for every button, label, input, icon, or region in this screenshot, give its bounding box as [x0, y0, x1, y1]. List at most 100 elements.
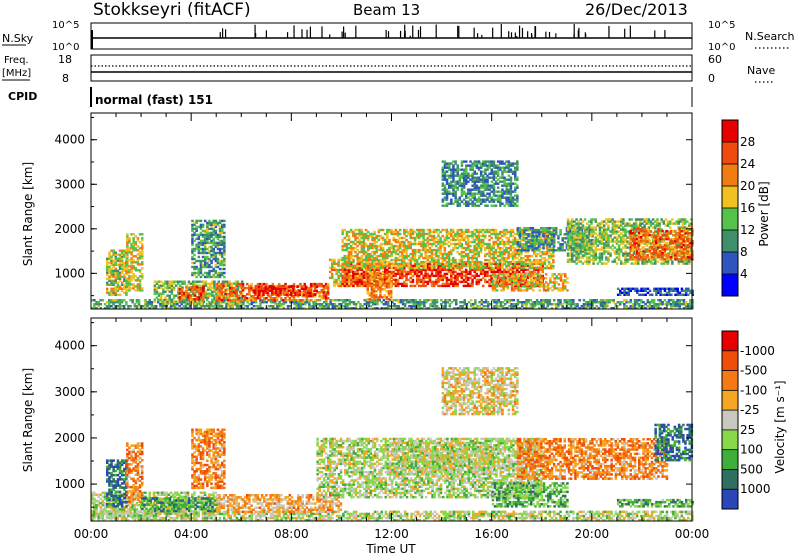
- heatmap-cell: [388, 270, 391, 274]
- heatmap-cell: [161, 305, 164, 308]
- heatmap-cell: [208, 251, 211, 255]
- heatmap-cell: [196, 280, 199, 283]
- heatmap-cell: [362, 280, 366, 284]
- heatmap-cell: [112, 271, 115, 274]
- heatmap-cell: [509, 272, 513, 276]
- heatmap-cell: [327, 305, 330, 308]
- heatmap-cell: [191, 290, 194, 293]
- heatmap-cell: [537, 268, 540, 272]
- heatmap-cell: [198, 300, 201, 303]
- heatmap-cell: [233, 291, 236, 294]
- heatmap-cell: [474, 301, 477, 304]
- heatmap-cell: [382, 307, 386, 310]
- heatmap-cell: [401, 262, 404, 266]
- heatmap-cell: [356, 266, 359, 270]
- heatmap-cell: [441, 282, 444, 286]
- heatmap-cell: [454, 160, 457, 163]
- heatmap-cell: [220, 289, 223, 292]
- heatmap-cell: [279, 289, 282, 292]
- heatmap-cell: [426, 262, 430, 266]
- heatmap-cell: [379, 252, 383, 256]
- heatmap-cell: [475, 278, 478, 282]
- heatmap-cell: [652, 305, 656, 308]
- heatmap-cell: [541, 268, 544, 272]
- heatmap-cell: [106, 283, 109, 286]
- heatmap-cell: [242, 301, 245, 304]
- heatmap-cell: [367, 246, 370, 250]
- heatmap-cell: [375, 254, 378, 258]
- heatmap-cell: [384, 278, 387, 282]
- heatmap-cell: [526, 274, 530, 278]
- heatmap-cell: [128, 287, 131, 290]
- heatmap-cell: [220, 286, 223, 290]
- heatmap-cell: [513, 266, 517, 270]
- heatmap-cell: [103, 303, 107, 306]
- heatmap-cell: [589, 303, 592, 306]
- heatmap-cell: [339, 268, 342, 272]
- heatmap-cell: [189, 288, 192, 291]
- heatmap-cell: [629, 299, 632, 302]
- heatmap-cell: [508, 305, 511, 308]
- heatmap-cell: [138, 253, 142, 256]
- heatmap-cell: [513, 246, 517, 250]
- heatmap-cell: [475, 198, 479, 201]
- heatmap-cell: [403, 284, 406, 288]
- heatmap-cell: [452, 307, 456, 310]
- heatmap-cell: [403, 299, 407, 302]
- heatmap-cell: [401, 244, 404, 248]
- heatmap-cell: [218, 233, 222, 237]
- heatmap-cell: [365, 282, 368, 286]
- heatmap-cell: [221, 263, 224, 267]
- heatmap-cell: [122, 307, 126, 310]
- heatmap-cell: [550, 303, 554, 306]
- heatmap-cell: [206, 221, 209, 225]
- heatmap-cell: [233, 299, 236, 302]
- heatmap-cell: [452, 160, 455, 163]
- heatmap-cell: [118, 287, 122, 290]
- heatmap-cell: [206, 235, 209, 239]
- heatmap-cell: [114, 259, 117, 262]
- heatmap-cell: [243, 286, 247, 290]
- heatmap-cell: [437, 270, 440, 274]
- heatmap-cell: [120, 289, 124, 292]
- heatmap-cell: [170, 290, 174, 293]
- heatmap-cell: [473, 270, 476, 274]
- heatmap-cell: [506, 299, 509, 302]
- heatmap-cell: [241, 284, 245, 288]
- heatmap-cell: [369, 301, 373, 304]
- heatmap-cell: [309, 291, 312, 294]
- heatmap-cell: [221, 273, 224, 277]
- heatmap-cell: [295, 305, 298, 308]
- heatmap-cell: [263, 297, 266, 300]
- heatmap-cell: [576, 305, 579, 308]
- heatmap-cell: [384, 252, 387, 256]
- heatmap-cell: [437, 268, 440, 272]
- heatmap-cell: [437, 272, 440, 276]
- heatmap-cell: [561, 307, 564, 310]
- heatmap-cell: [408, 301, 411, 304]
- heatmap-cell: [197, 271, 201, 275]
- heatmap-cell: [358, 234, 361, 238]
- heatmap-cell: [546, 303, 549, 306]
- heatmap-cell: [250, 284, 253, 288]
- heatmap-cell: [344, 305, 347, 308]
- heatmap-cell: [475, 280, 478, 284]
- heatmap-cell: [398, 246, 402, 250]
- heatmap-cell: [201, 259, 205, 263]
- heatmap-cell: [195, 259, 198, 263]
- heatmap-cell: [390, 244, 393, 248]
- heatmap-cell: [210, 239, 213, 243]
- heatmap-cell: [678, 305, 681, 308]
- heatmap-cell: [403, 242, 406, 246]
- heatmap-cell: [406, 301, 409, 304]
- heatmap-cell: [552, 264, 555, 268]
- heatmap-cell: [112, 283, 115, 286]
- heatmap-cell: [595, 305, 598, 308]
- heatmap-cell: [114, 299, 117, 302]
- heatmap-cell: [284, 291, 287, 294]
- heatmap-cell: [153, 300, 157, 303]
- heatmap-cell: [386, 230, 389, 234]
- heatmap-cell: [362, 258, 366, 262]
- heatmap-cell: [170, 300, 174, 303]
- heatmap-cell: [128, 289, 131, 292]
